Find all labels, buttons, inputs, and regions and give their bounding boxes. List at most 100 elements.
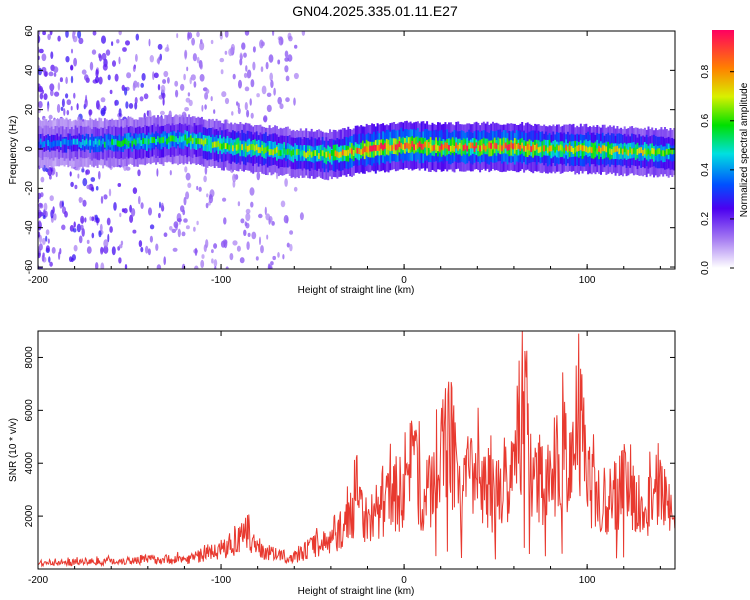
spectrogram-ridge-mark [416, 142, 419, 149]
spectrogram-noise-mark [158, 212, 161, 219]
spectrogram-noise-mark [59, 200, 63, 209]
spectrogram-noise-mark [243, 229, 247, 236]
spectrogram-ridge-mark [587, 147, 590, 154]
spectrogram-noise-mark [224, 97, 230, 105]
spectrogram-noise-mark [103, 194, 108, 200]
spectrogram-ridge-mark [455, 142, 458, 149]
spectrogram-ridge-mark [502, 143, 505, 150]
spectrogram-noise-mark [196, 185, 199, 191]
spectrogram-ridge-mark [380, 142, 383, 149]
spectrogram-ridge-mark [515, 144, 518, 150]
spectrogram-noise-mark [185, 172, 191, 181]
spectrogram-noise-mark [203, 175, 207, 183]
spectrogram-ridge-mark [543, 145, 546, 152]
spectrogram-ridge-mark [470, 142, 472, 149]
spectrogram-noise-mark [187, 31, 190, 41]
spectrogram-noise-mark [114, 73, 119, 82]
spectrogram-noise-mark [113, 202, 117, 211]
spectrogram-ridge-mark [226, 143, 229, 150]
spectrogram-ridge-mark [228, 144, 231, 151]
spectrogram-noise-mark [100, 107, 106, 117]
spectrogram-ridge-mark [213, 141, 216, 148]
spectrogram-ridge-mark [371, 145, 374, 152]
spectrogram-noise-mark [48, 114, 53, 120]
spectrogram-noise-mark [199, 41, 205, 51]
spectrogram-noise-mark [161, 92, 166, 99]
spectrogram-noise-mark [72, 228, 77, 233]
spectrogram-noise-mark [252, 61, 256, 71]
spectrogram-ridge-mark [255, 144, 258, 151]
spectrogram-ridge-mark [506, 144, 509, 151]
spectrogram-ridge-mark [263, 147, 266, 154]
spectrogram-ridge-mark [149, 137, 152, 143]
spectrogram-ridge-mark [113, 139, 115, 146]
spectrogram-noise-mark [245, 222, 250, 229]
spectrogram-noise-mark [204, 92, 209, 100]
spectrogram-noise-mark [92, 31, 97, 36]
spectrogram-noise-mark [277, 96, 283, 105]
spectrogram-noise-mark [84, 217, 87, 223]
spectrogram-noise-mark [159, 53, 162, 61]
spectrogram-noise-mark [163, 256, 166, 266]
spectrogram-ridge-mark [471, 142, 474, 149]
spectrogram-noise-mark [266, 104, 272, 113]
spectrogram-noise-mark [70, 65, 73, 71]
spectrogram-noise-mark [42, 237, 46, 245]
spectrogram-noise-mark [284, 65, 289, 73]
spectrogram-ridge-mark [590, 147, 593, 154]
spectrogram-noise-mark [277, 252, 280, 258]
spectrogram-ridge-mark [336, 151, 339, 158]
spectrogram-noise-mark [175, 89, 179, 98]
spectrogram-ridge-mark [248, 144, 251, 151]
spectrogram-ridge-mark [614, 146, 617, 152]
spectrogram-noise-mark [137, 169, 141, 177]
spectrogram-noise-mark [191, 37, 196, 46]
spectrogram-noise-mark [81, 228, 85, 237]
spectrogram-ridge-mark [601, 143, 604, 160]
colorbar-ticks: 0.0 0.2 0.4 0.6 0.8 [700, 64, 734, 275]
spectrogram-ridge-mark [294, 150, 297, 157]
spectrogram-noise-mark [84, 98, 88, 108]
spectrogram-noise-mark [38, 48, 44, 54]
snr-series-line [38, 331, 675, 568]
spectrogram-noise-mark [183, 196, 187, 206]
spectrogram-ridge-mark [440, 143, 443, 150]
spectrogram-ridge-mark [673, 148, 675, 154]
spectrogram-noise-mark [91, 216, 95, 222]
spectrogram-ridge-mark [283, 147, 286, 154]
spectrogram-noise-mark [261, 85, 267, 95]
spectrogram-noise-mark [118, 257, 122, 264]
spectrogram-noise-mark [263, 115, 268, 123]
spectrogram-ridge-mark [548, 145, 551, 152]
spectrogram-ridge-mark [177, 138, 180, 144]
spectrogram-ridge-mark [385, 142, 388, 149]
spectrogram-y-tick-label: 0 [24, 146, 35, 152]
spectrogram-noise-mark [39, 203, 44, 209]
spectrogram-ridge-mark [162, 137, 165, 143]
spectrogram-noise-mark [101, 35, 106, 44]
spectrogram-noise-mark [64, 211, 68, 218]
spectrogram-noise-mark [270, 261, 274, 266]
spectrogram-ridge-mark [499, 144, 502, 151]
spectrogram-noise-mark [38, 192, 42, 199]
spectrogram-ridge-mark [367, 147, 370, 154]
spectrogram-noise-mark [90, 177, 96, 182]
spectrogram-ridge-mark [208, 139, 211, 146]
spectrogram-noise-mark [57, 82, 61, 91]
spectrogram-y-tick-label: -60 [24, 259, 35, 274]
spectrogram-ridge-mark [504, 142, 507, 149]
spectrogram-ridge-mark [501, 145, 504, 152]
spectrogram-noise-mark [184, 166, 188, 173]
spectrogram-ridge-mark [539, 146, 542, 153]
snr-y-tick-label: 6000 [24, 399, 35, 422]
spectrogram-noise-mark [293, 97, 296, 106]
spectrogram-noise-mark [213, 109, 216, 114]
spectrogram-ridge-mark [607, 146, 610, 153]
spectrogram-noise-mark [39, 92, 44, 100]
spectrogram-ridge-mark [552, 144, 555, 151]
spectrogram-ridge-mark [160, 137, 163, 144]
spectrogram-noise-mark [245, 208, 251, 214]
spectrogram-ridge-mark [340, 151, 342, 158]
spectrogram-noise-mark [223, 217, 227, 225]
